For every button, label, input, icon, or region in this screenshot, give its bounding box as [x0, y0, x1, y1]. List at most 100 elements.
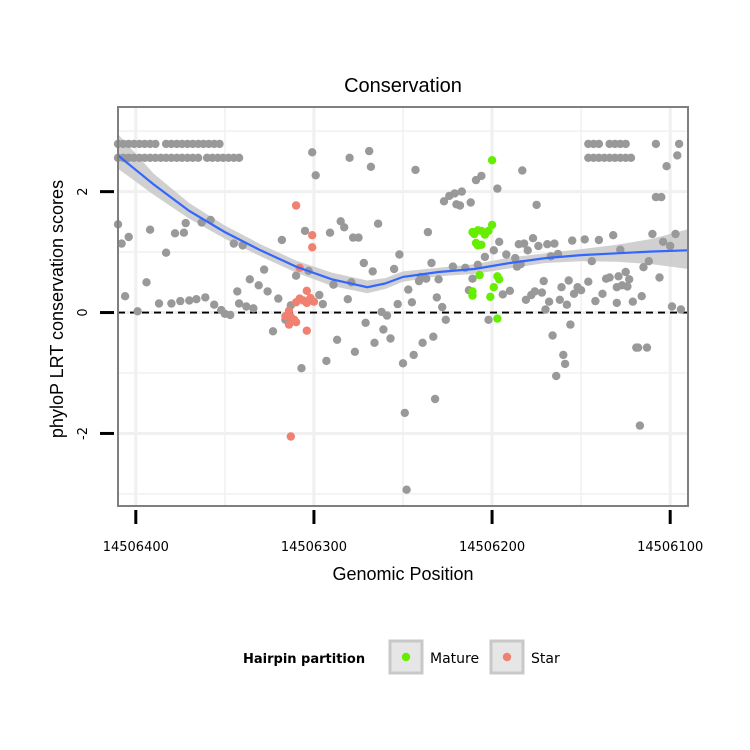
data-point-other [635, 421, 645, 430]
data-point-other [185, 296, 194, 305]
data-point-other [418, 338, 427, 347]
data-point-mature [495, 275, 504, 284]
data-point-other [409, 350, 418, 360]
data-point-other [564, 276, 573, 285]
data-point-other [291, 271, 301, 280]
data-point-other [648, 229, 657, 239]
data-point-other [345, 153, 354, 162]
data-point-other [398, 359, 408, 368]
legend-marker-mature [401, 652, 411, 662]
data-point-star [291, 201, 301, 210]
data-point-other [594, 139, 604, 149]
data-point-other [430, 394, 440, 404]
data-point-other [466, 198, 475, 207]
data-point-other [612, 283, 621, 292]
y-axis: -2 0 2 [76, 187, 114, 440]
data-point-other [201, 293, 210, 302]
data-point-other [124, 232, 133, 242]
legend-label-mature: Mature [430, 651, 479, 667]
data-point-other [537, 288, 547, 297]
data-point-other [560, 359, 570, 369]
data-point-other [308, 148, 317, 157]
data-point-other [268, 327, 278, 336]
data-point-other [674, 139, 684, 149]
chart-title: Conservation [344, 75, 462, 97]
legend-marker-star [502, 652, 512, 662]
data-point-other [427, 258, 436, 268]
legend-item-mature: Mature [388, 639, 479, 675]
y-tick-label: 0 [76, 308, 91, 316]
data-point-star [284, 306, 294, 315]
data-point-other [489, 246, 498, 255]
data-point-other [274, 294, 283, 303]
data-point-other [234, 299, 244, 308]
data-point-other [179, 228, 189, 237]
data-point-other [637, 292, 646, 301]
data-point-other [544, 297, 554, 306]
data-point-other [434, 275, 443, 284]
data-point-other [457, 187, 466, 196]
data-point-star [309, 297, 319, 306]
data-point-other [365, 146, 374, 156]
confidence-ribbon [118, 134, 688, 294]
data-point-other [609, 231, 618, 240]
data-point-other [423, 227, 433, 237]
data-point-other [612, 298, 621, 308]
data-point-mature [468, 227, 477, 237]
data-point-other [161, 248, 171, 257]
data-point-star [302, 326, 311, 335]
data-point-other [450, 189, 459, 198]
data-point-other [233, 287, 242, 296]
data-point-other [318, 299, 327, 309]
data-point-other [259, 265, 269, 274]
data-point-other [176, 296, 185, 306]
data-point-other [530, 287, 539, 296]
data-point-other [614, 272, 623, 281]
grid [118, 107, 688, 506]
data-point-other [422, 274, 431, 283]
data-point-other [541, 305, 550, 314]
data-point-other [519, 239, 529, 248]
legend-key-star [489, 639, 525, 675]
data-point-other [343, 295, 352, 304]
data-point-other [432, 293, 441, 302]
y-tick-label: 2 [76, 187, 91, 195]
data-point-star [308, 243, 317, 252]
data-point-other [598, 289, 607, 298]
data-point-other [315, 290, 324, 300]
data-point-other [521, 295, 531, 304]
y-axis-title: phyloP LRT conservation scores [47, 180, 67, 438]
data-point-other [566, 320, 575, 329]
x-tick-label: 14506100 [637, 540, 703, 555]
data-point-other [386, 334, 395, 343]
plot-area [113, 106, 689, 507]
data-point-other [671, 229, 680, 239]
data-point-other [389, 264, 399, 274]
points-layer [113, 139, 686, 494]
data-point-other [568, 236, 577, 245]
data-point-other [192, 295, 201, 304]
data-point-other [655, 273, 664, 282]
data-point-other [226, 310, 235, 320]
data-point-other [511, 253, 520, 263]
data-point-other [632, 343, 641, 352]
x-tick-label: 14506300 [281, 540, 347, 555]
data-point-other [562, 300, 572, 309]
data-point-other [254, 281, 263, 290]
data-point-other [407, 298, 417, 307]
data-point-other [354, 233, 363, 242]
x-tick-label: 14506200 [459, 540, 525, 555]
data-point-star [291, 318, 301, 327]
data-point-mature [486, 292, 495, 301]
data-point-other [605, 273, 614, 282]
data-point-other [332, 335, 342, 344]
data-point-other [657, 192, 666, 202]
data-point-other [151, 139, 160, 149]
data-point-other [322, 356, 331, 366]
data-point-mature [489, 283, 498, 292]
data-point-other [366, 162, 376, 171]
data-point-other [642, 343, 652, 352]
data-point-other [242, 302, 251, 311]
data-point-other [623, 282, 632, 291]
data-point-other [662, 162, 671, 171]
